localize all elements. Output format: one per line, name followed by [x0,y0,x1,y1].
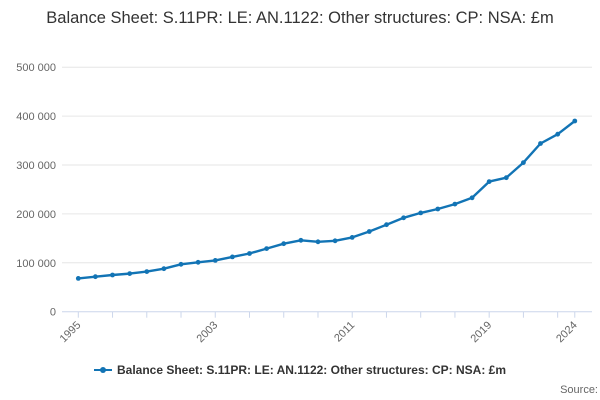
x-tick-label: 2024 [554,319,580,345]
data-point[interactable] [195,259,201,265]
data-point[interactable] [469,195,475,201]
legend-line-marker-icon [93,367,112,373]
data-point[interactable] [521,160,526,166]
y-tick-label: 500 000 [16,62,56,74]
x-tick-label: 2019 [469,319,495,345]
data-point[interactable] [555,131,561,137]
data-series-line [77,119,576,280]
data-point[interactable] [332,238,338,244]
data-point[interactable] [401,215,406,221]
y-tick-label: 200 000 [16,209,56,221]
data-point[interactable] [281,241,287,247]
data-point[interactable] [161,266,167,272]
data-series[interactable] [75,118,578,281]
data-point[interactable] [452,201,458,207]
x-axis-labels: 1995 2003 2011 2019 2024 [58,319,580,345]
data-point[interactable] [384,222,389,228]
data-point[interactable] [212,258,218,263]
data-point[interactable] [127,271,133,276]
x-tick-label: 2011 [332,319,357,344]
y-tick-label: 100 000 [16,258,56,270]
chart-title: Balance Sheet: S.11PR: LE: AN.1122: Othe… [46,9,554,27]
data-point[interactable] [178,261,184,267]
data-point[interactable] [247,251,252,256]
data-point[interactable] [315,239,321,245]
data-point[interactable] [93,274,98,280]
y-axis-labels: 0 100 000 200 000 300 000 400 000 500 000 [16,62,56,319]
data-point[interactable] [418,210,424,216]
data-point[interactable] [110,272,115,278]
x-tick-label: 2003 [195,319,221,345]
y-gridlines [62,66,592,313]
data-point[interactable] [264,246,269,252]
x-ticks [77,311,576,318]
y-tick-label: 300 000 [16,160,56,172]
data-point[interactable] [298,237,304,243]
source-note: Source: [560,384,598,396]
data-point[interactable] [435,206,441,212]
data-point[interactable] [486,179,492,185]
data-point[interactable] [230,254,235,260]
y-tick-label: 0 [50,307,56,319]
data-point[interactable] [75,276,81,281]
y-tick-label: 400 000 [16,111,56,123]
legend-label: Balance Sheet: S.11PR: LE: AN.1122: Othe… [116,363,506,377]
data-point[interactable] [572,118,578,124]
data-point[interactable] [144,269,150,274]
legend-item[interactable]: Balance Sheet: S.11PR: LE: AN.1122: Othe… [0,363,600,377]
data-point[interactable] [366,229,372,234]
data-point[interactable] [538,141,543,146]
data-point[interactable] [503,175,509,181]
x-tick-label: 1995 [58,319,84,345]
data-point[interactable] [349,235,355,240]
